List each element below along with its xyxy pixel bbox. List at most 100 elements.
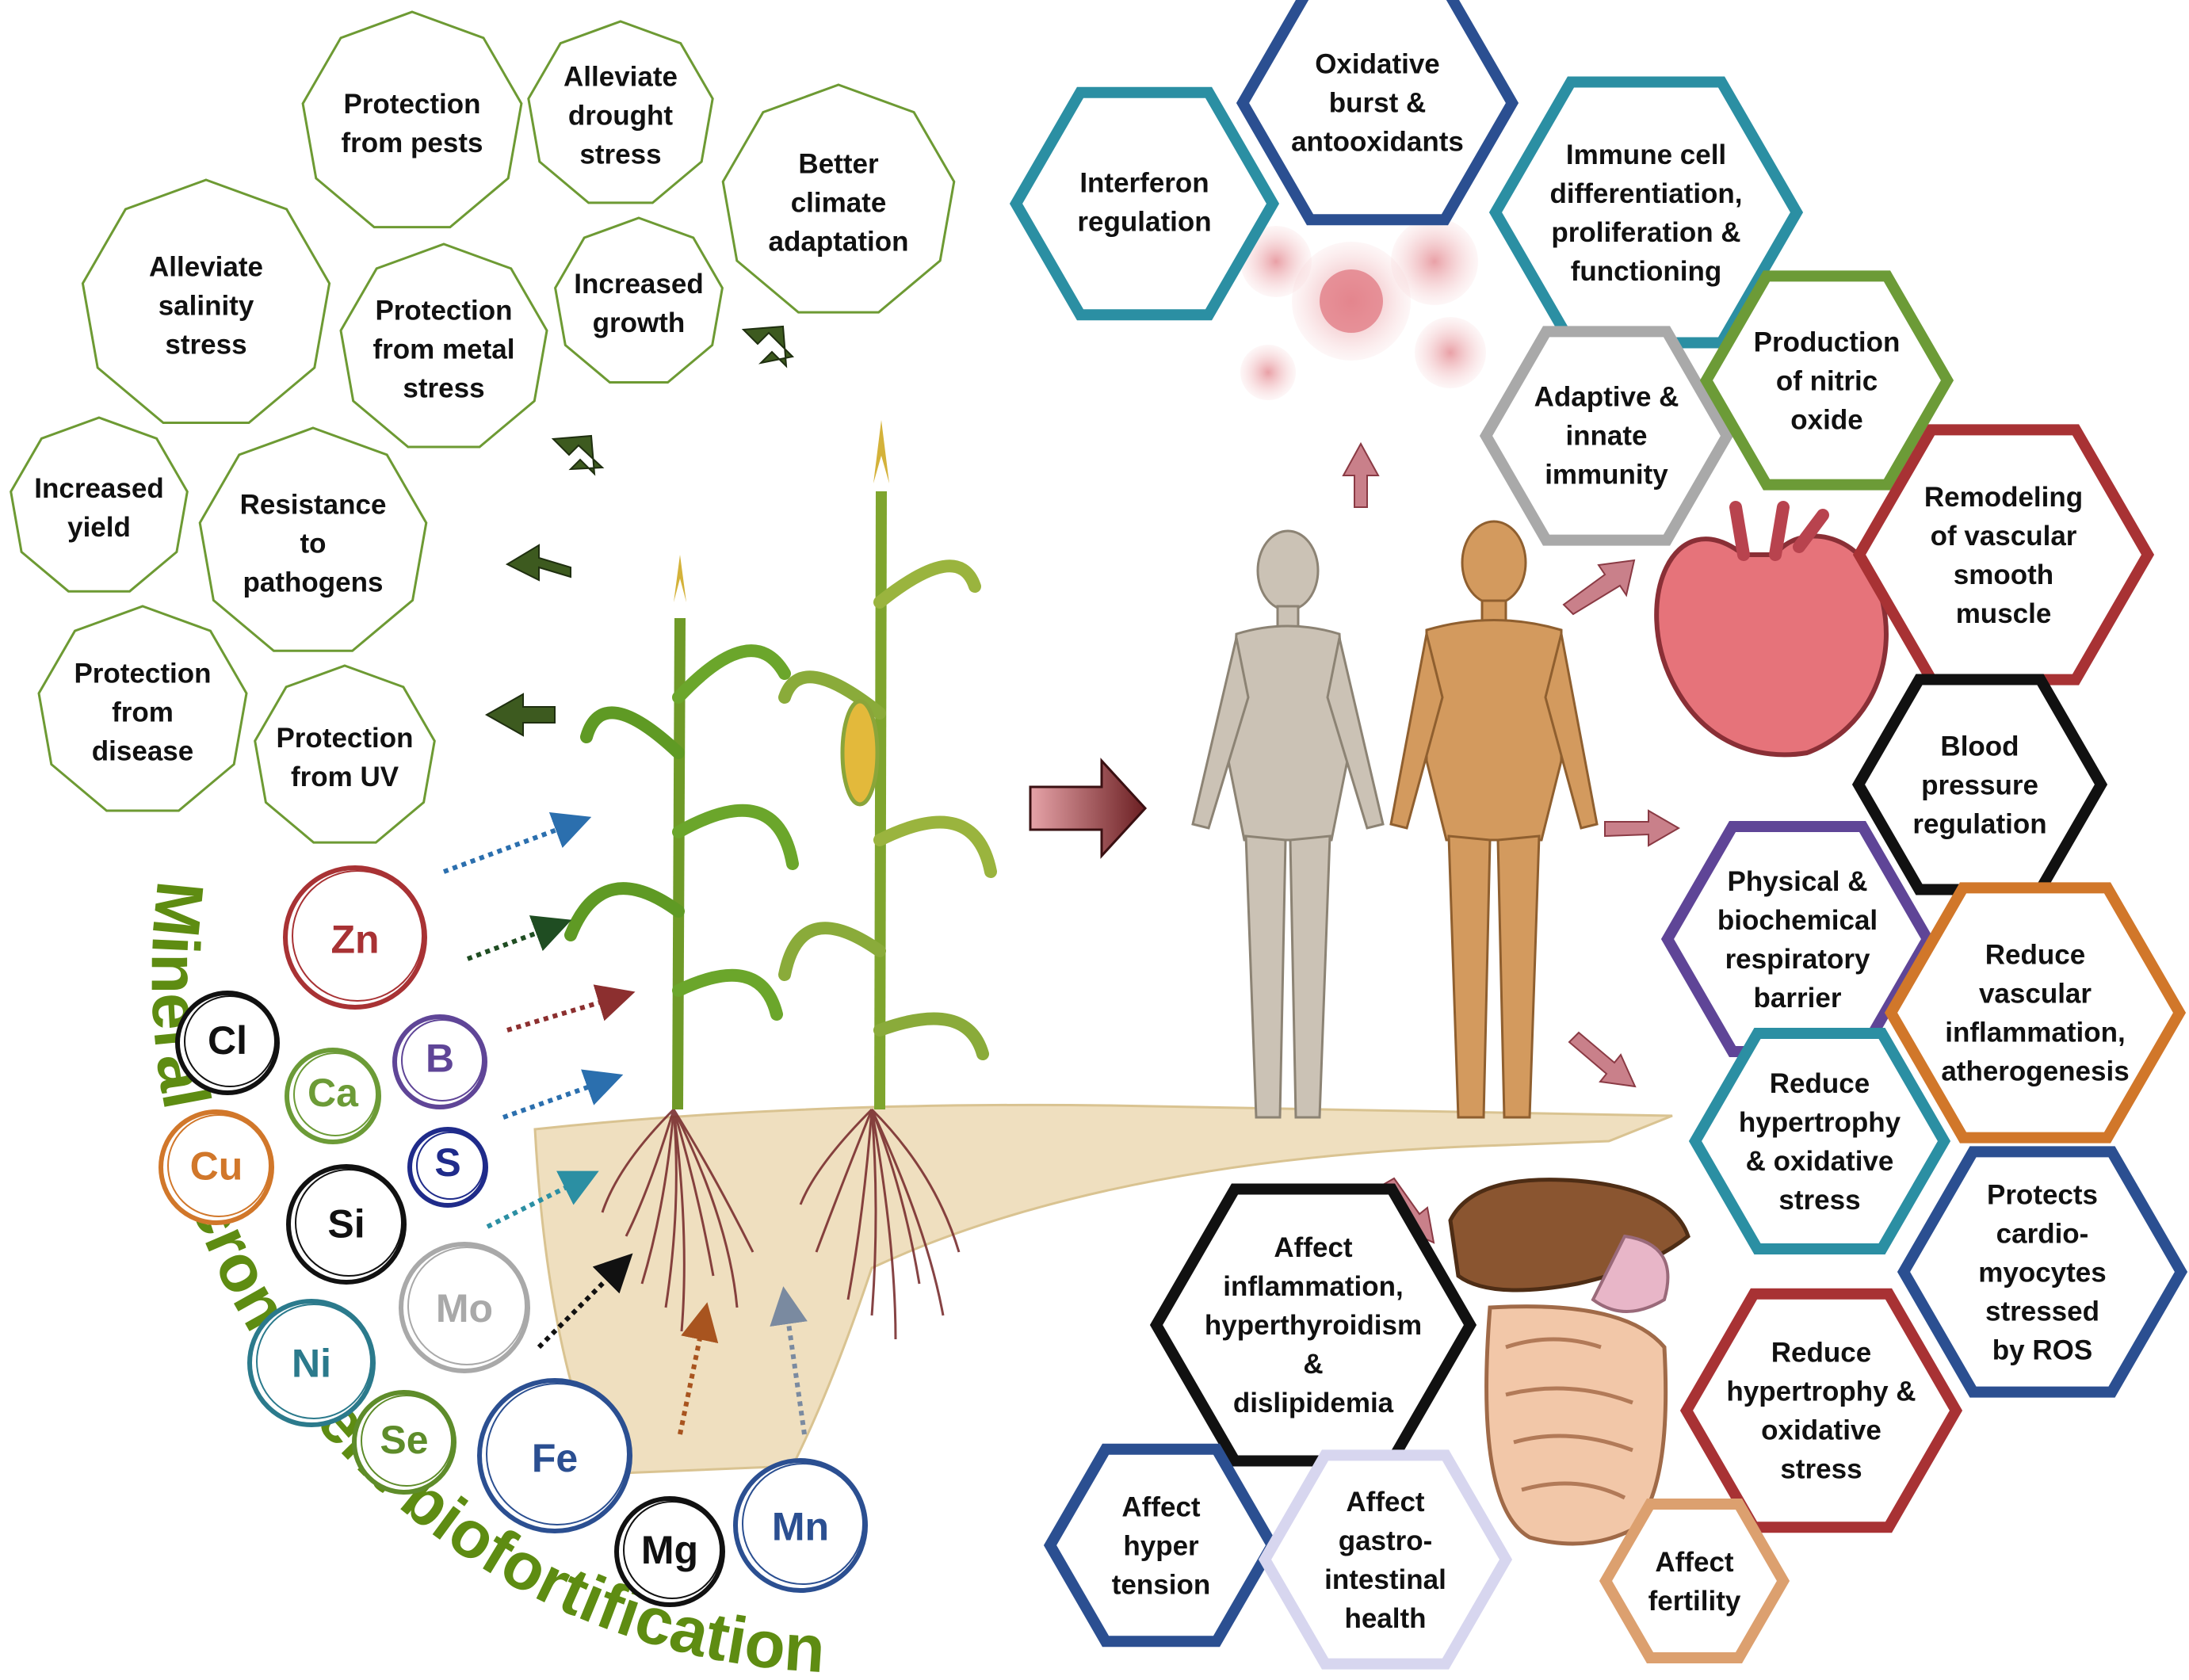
health-label-line: stress — [1780, 1453, 1862, 1484]
health-hexagon — [1688, 1028, 1951, 1254]
health-label: Protects cardio-myocytes stressed by ROS — [1978, 1179, 2106, 1365]
health-blood: Blood pressure regulation — [1851, 674, 2108, 895]
nutrient-symbol: Zn — [330, 918, 379, 962]
nutrient-ring-inner — [184, 995, 276, 1087]
benefit-label-line: Protection — [343, 89, 480, 120]
health-hexagon — [1852, 424, 2155, 685]
health-label-line: intestinal — [1324, 1564, 1446, 1595]
benefit-badge — [10, 416, 189, 593]
nutrient-ring-inner — [292, 870, 423, 1002]
health-label-line: antooxidants — [1291, 127, 1464, 158]
benefit-label-line: growth — [593, 307, 686, 338]
benefit-label: Increased yield — [34, 473, 163, 543]
nutrient-ring — [392, 1014, 487, 1109]
health-label-line: oxide — [1790, 404, 1862, 435]
benefit-label-line: Better — [798, 148, 879, 179]
nutrient-ring — [733, 1458, 868, 1593]
micronutrients-group: Zn Cl Ca B Cu S Si Mo Ni Se Fe Mg Mn — [159, 865, 868, 1607]
benefit-badge — [554, 216, 724, 384]
health-inflammation: Affect inflammation, hyperthyroidism & disli… — [1149, 1183, 1477, 1467]
health-label-line: Affect — [1346, 1487, 1425, 1518]
health-label: Adaptive & innate immunity — [1534, 382, 1679, 491]
heart-icon — [1654, 501, 1889, 758]
benefit-label-line: from UV — [291, 762, 399, 792]
health-label-line: immunity — [1545, 460, 1668, 491]
nutrient-cl: Cl — [175, 991, 280, 1095]
benefit-label-line: from pests — [342, 128, 483, 158]
nutrient-symbol: Si — [327, 1201, 365, 1246]
benefit-label-line: Increased — [574, 269, 703, 300]
benefit-label-line: Resistance — [240, 489, 387, 520]
benefit-label-line: Alleviate — [563, 61, 678, 92]
health-label-line: Protects — [1987, 1179, 2098, 1210]
health-respiratory: Physical & biochemical respiratory barrier — [1660, 821, 1935, 1057]
benefit-label-line: Protection — [375, 295, 512, 326]
plant-roots — [601, 1108, 961, 1340]
nutrient-ring-inner — [295, 1169, 403, 1277]
nutrient-ring-inner — [401, 1019, 483, 1102]
benefit-label-line: pathogens — [243, 567, 384, 598]
health-gastro: Affect gastro-intestinal health — [1258, 1449, 1513, 1670]
benefit-badge — [37, 605, 248, 812]
nutrient-ring-inner — [293, 1052, 377, 1136]
nutrient-se: Se — [352, 1390, 457, 1495]
health-label: Immune cell differentiation, proliferation… — [1549, 139, 1742, 287]
health-label: Affect fertility — [1648, 1547, 1741, 1617]
health-cardio: Protects cardio-myocytes stressed by ROS — [1897, 1146, 2188, 1398]
nutrient-ring — [283, 865, 427, 1010]
health-hexagon — [1043, 1443, 1279, 1648]
health-label-line: muscle — [1956, 598, 2052, 629]
health-label-line: pressure — [1921, 769, 2038, 800]
benefit-label: Alleviate salinity stress — [149, 251, 263, 360]
human-figure-male — [1389, 520, 1599, 1119]
nutrient-ring-inner — [407, 1247, 526, 1365]
health-label-line: dislipidemia — [1233, 1388, 1394, 1418]
health-label-line: smooth — [1954, 559, 2053, 590]
health-label-line: myocytes — [1978, 1257, 2106, 1288]
nutrient-ring-inner — [742, 1463, 864, 1585]
nutrient-symbol: Cl — [208, 1018, 247, 1063]
health-label-line: burst & — [1329, 88, 1427, 119]
health-hypertension: Affect hyper tension — [1043, 1443, 1279, 1648]
benefit-label-line: drought — [568, 100, 674, 131]
nutrient-ring — [477, 1378, 632, 1533]
nutrient-ring — [407, 1127, 488, 1208]
nutrient-zn: Zn — [283, 865, 427, 1010]
health-label-line: Blood — [1940, 731, 2019, 762]
health-label-line: differentiation, — [1549, 178, 1742, 209]
nutrient-ring — [175, 991, 280, 1095]
health-label-line: regulation — [1912, 808, 2046, 839]
nutrient-ring — [159, 1109, 274, 1225]
nutrient-symbol: Mn — [772, 1504, 829, 1548]
health-hexagon — [1699, 270, 1954, 491]
benefit-label-line: salinity — [159, 290, 254, 321]
benefit-label: Better climate adaptation — [769, 148, 909, 257]
corn-plants — [564, 420, 997, 1110]
health-label: Reduce vascular inflammation, atherogenesis — [1941, 939, 2129, 1086]
nutrient-ring-inner — [167, 1114, 270, 1217]
health-fertility: Affect fertility — [1599, 1499, 1790, 1663]
benefit-label-line: Increased — [34, 473, 163, 504]
health-label-line: gastro- — [1339, 1525, 1433, 1556]
health-hypertrophy2: Reduce hypertrophy & oxidative stress — [1679, 1288, 1963, 1533]
benefit-badge — [198, 426, 428, 652]
benefit-salinity: Alleviate salinity stress — [81, 178, 331, 424]
benefit-climate: Better climate adaptation — [721, 83, 956, 314]
benefit-badge — [721, 83, 956, 314]
health-hexagon — [1599, 1499, 1790, 1663]
health-label-line: & — [1303, 1349, 1323, 1380]
benefit-badge — [81, 178, 331, 424]
health-label-line: atherogenesis — [1941, 1056, 2129, 1086]
nutrient-ring-inner — [256, 1304, 372, 1419]
health-label-line: functioning — [1571, 256, 1722, 287]
health-label-line: Reduce — [1985, 939, 2085, 970]
nutrient-symbol: Fe — [532, 1436, 578, 1480]
health-label: Production of nitric oxide — [1754, 326, 1901, 435]
health-label-line: stress — [1778, 1185, 1860, 1216]
benefit-growth: Increased growth — [554, 216, 724, 384]
nutrient-ring — [285, 1048, 381, 1144]
health-label-line: barrier — [1754, 983, 1842, 1014]
nutrient-symbol: Mo — [436, 1286, 493, 1331]
benefit-uv: Protection from UV — [254, 664, 436, 844]
